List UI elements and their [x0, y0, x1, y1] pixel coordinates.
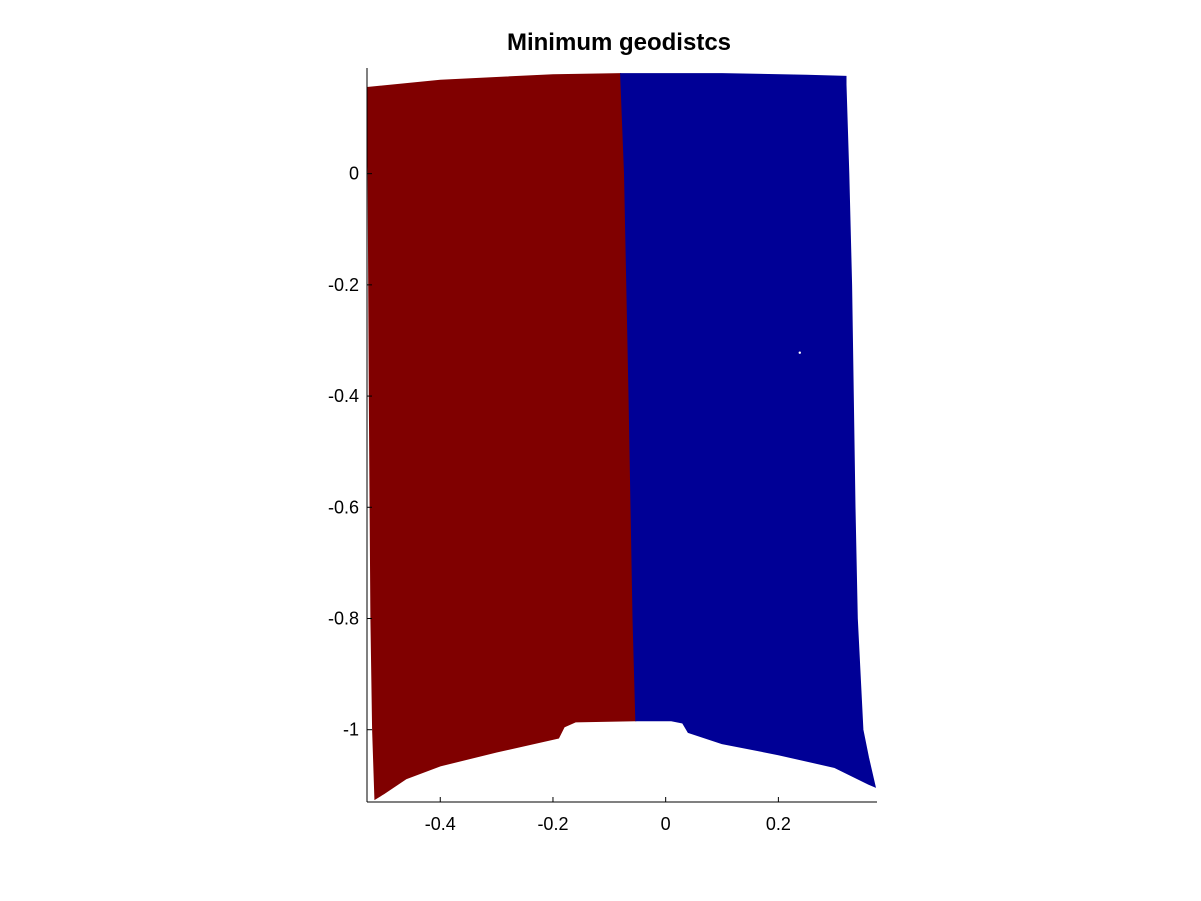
y-tick-label: -1	[343, 720, 359, 740]
chart-title: Minimum geodistcs	[507, 29, 731, 56]
x-tick-label: -0.4	[425, 814, 456, 834]
x-tick-label: -0.2	[537, 814, 568, 834]
y-tick-label: -0.2	[328, 275, 359, 295]
y-axis-ticks: 0 -0.2 -0.4 -0.6 -0.8 -1	[328, 164, 372, 740]
y-tick-label: 0	[349, 164, 359, 184]
x-tick-label: 0.2	[766, 814, 791, 834]
y-tick-label: -0.8	[328, 609, 359, 629]
y-tick-label: -0.6	[328, 497, 359, 517]
x-axis-ticks: -0.4 -0.2 0 0.2	[425, 797, 791, 834]
region-1	[620, 73, 877, 788]
region-0	[366, 73, 637, 801]
plot-speckles	[798, 351, 801, 354]
y-tick-label: -0.4	[328, 386, 359, 406]
speckle-0	[798, 351, 801, 354]
x-tick-label: 0	[661, 814, 671, 834]
plot-regions	[366, 73, 877, 801]
